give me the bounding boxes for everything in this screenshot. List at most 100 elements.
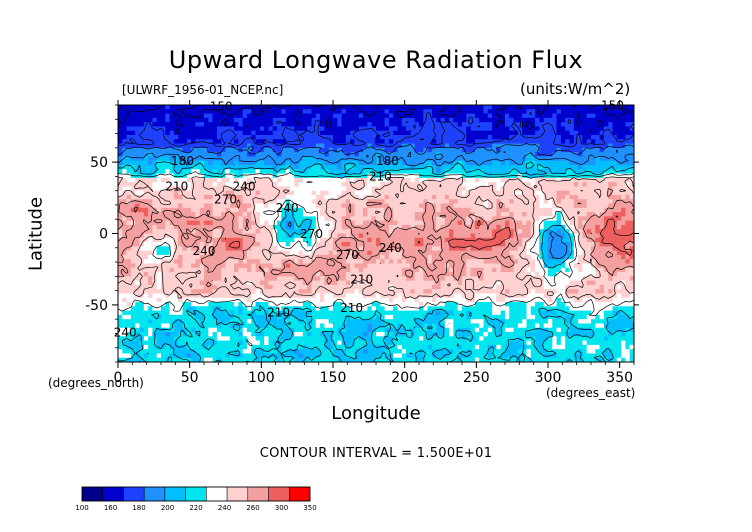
field-cell — [414, 327, 420, 333]
field-cell — [393, 182, 399, 187]
field-cell — [208, 254, 214, 260]
field-cell — [363, 293, 368, 299]
field-cell — [345, 233, 351, 239]
field-cell — [238, 203, 244, 209]
field-cell — [229, 147, 235, 153]
field-cell — [130, 160, 136, 166]
field-cell — [143, 237, 149, 243]
field-cell — [251, 259, 257, 265]
field-cell — [130, 216, 136, 222]
field-cell — [130, 143, 136, 149]
field-cell — [277, 177, 282, 183]
field-cell — [307, 314, 313, 320]
field-cell — [221, 147, 227, 153]
field-cell — [259, 250, 265, 256]
field-cell — [264, 272, 270, 277]
field-cell — [410, 194, 416, 200]
field-cell — [436, 267, 442, 273]
field-cell — [277, 314, 282, 320]
field-cell — [363, 344, 368, 350]
field-cell — [328, 130, 334, 136]
field-cell — [307, 349, 313, 355]
field-cell — [251, 130, 257, 136]
field-cell — [118, 284, 123, 290]
field-cell — [281, 242, 287, 247]
field-cell — [294, 349, 300, 355]
field-cell — [165, 327, 171, 333]
field-cell — [204, 164, 209, 170]
field-cell — [191, 190, 196, 196]
field-cell — [148, 199, 153, 205]
field-cell — [204, 113, 209, 119]
field-cell — [294, 160, 300, 166]
field-cell — [449, 169, 454, 175]
field-cell — [431, 310, 437, 316]
field-cell — [457, 254, 463, 260]
field-cell — [449, 327, 454, 333]
field-cell — [380, 280, 386, 286]
field-cell — [376, 122, 381, 128]
field-cell — [212, 237, 218, 243]
field-cell — [376, 340, 381, 346]
field-cell — [251, 147, 257, 153]
field-cell — [410, 263, 416, 269]
field-cell — [354, 302, 360, 307]
field-cell — [470, 177, 476, 183]
field-cell — [345, 293, 351, 299]
field-cell — [130, 242, 136, 247]
field-cell — [453, 164, 459, 170]
field-cell — [466, 319, 472, 325]
field-cell — [247, 122, 252, 128]
field-cell — [337, 233, 343, 239]
field-cell — [229, 109, 235, 115]
field-cell — [350, 242, 356, 247]
field-cell — [324, 220, 330, 226]
field-cell — [367, 293, 373, 299]
field-cell — [414, 233, 420, 239]
field-cell — [363, 143, 368, 149]
field-cell — [251, 224, 257, 230]
field-cell — [453, 289, 459, 295]
field-cell — [444, 109, 450, 115]
field-cell — [238, 152, 244, 157]
field-cell — [195, 267, 201, 273]
field-cell — [376, 319, 381, 325]
field-cell — [186, 272, 192, 277]
field-cell — [401, 169, 407, 175]
field-cell — [440, 190, 446, 196]
field-cell — [191, 173, 196, 179]
field-cell — [173, 349, 179, 355]
field-cell — [182, 130, 188, 136]
field-cell — [148, 310, 153, 316]
field-cell — [298, 105, 304, 110]
field-cell — [311, 173, 317, 179]
field-cell — [173, 216, 179, 222]
field-cell — [315, 182, 321, 187]
field-cell — [371, 314, 377, 320]
field-cell — [406, 246, 411, 252]
field-cell — [376, 284, 381, 290]
field-cell — [431, 284, 437, 290]
field-cell — [376, 109, 381, 115]
field-cell — [173, 357, 179, 362]
field-cell — [272, 207, 278, 213]
field-cell — [238, 353, 244, 359]
field-cell — [290, 250, 295, 256]
field-cell — [294, 297, 300, 303]
field-cell — [156, 130, 162, 136]
field-cell — [251, 306, 257, 312]
field-cell — [350, 113, 356, 119]
field-cell — [440, 340, 446, 346]
field-cell — [388, 117, 394, 123]
field-cell — [414, 297, 420, 303]
field-cell — [333, 272, 338, 277]
field-cell — [341, 134, 347, 140]
field-cell — [363, 357, 368, 362]
field-cell — [208, 203, 214, 209]
field-cell — [376, 323, 381, 329]
field-cell — [358, 349, 364, 355]
field-cell — [118, 207, 123, 213]
field-cell — [410, 156, 416, 162]
field-cell — [453, 143, 459, 149]
field-cell — [341, 336, 347, 342]
